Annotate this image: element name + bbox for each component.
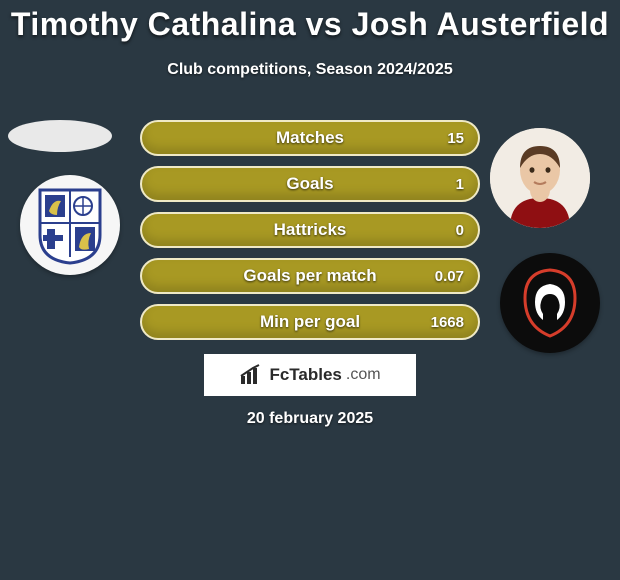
stat-bar-hattricks: Hattricks 0 [140, 212, 480, 248]
subtitle: Club competitions, Season 2024/2025 [0, 61, 620, 79]
footer-date: 20 february 2025 [0, 410, 620, 428]
stat-label: Goals per match [142, 266, 478, 286]
lion-crest-icon [511, 264, 589, 342]
footer-brand: FcTables .com [204, 354, 416, 396]
stat-value: 1668 [431, 314, 464, 331]
stat-value: 0 [456, 222, 464, 239]
footer-brand-bold: FcTables [269, 365, 341, 385]
club-left-crest [20, 175, 120, 275]
shield-icon [35, 185, 105, 265]
stat-value: 1 [456, 176, 464, 193]
stat-label: Goals [142, 174, 478, 194]
stat-label: Min per goal [142, 312, 478, 332]
stat-value: 0.07 [435, 268, 464, 285]
stats-block: Matches 15 Goals 1 Hattricks 0 Goals per… [140, 120, 480, 350]
page-title: Timothy Cathalina vs Josh Austerfield [0, 0, 620, 43]
player-left-avatar [8, 120, 112, 152]
stat-label: Hattricks [142, 220, 478, 240]
player-right-avatar [490, 128, 590, 228]
stat-bar-min-per-goal: Min per goal 1668 [140, 304, 480, 340]
club-right-crest [500, 253, 600, 353]
stat-value: 15 [447, 130, 464, 147]
stat-bar-goals-per-match: Goals per match 0.07 [140, 258, 480, 294]
stat-bar-matches: Matches 15 [140, 120, 480, 156]
stat-label: Matches [142, 128, 478, 148]
barchart-icon [239, 364, 265, 386]
stat-bar-goals: Goals 1 [140, 166, 480, 202]
footer-brand-suffix: .com [346, 366, 381, 384]
portrait-icon [490, 128, 590, 228]
